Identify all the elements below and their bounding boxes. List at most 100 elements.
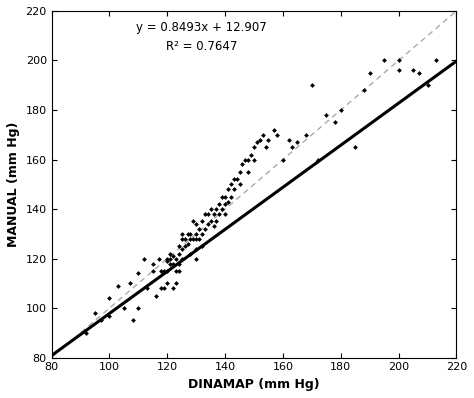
Point xyxy=(187,250,194,257)
Point xyxy=(169,253,177,259)
Point xyxy=(245,156,252,163)
Point xyxy=(195,226,203,232)
Point xyxy=(135,305,142,311)
Point xyxy=(314,156,321,163)
Point xyxy=(213,206,220,212)
Point xyxy=(250,144,258,150)
Point xyxy=(106,312,113,319)
Point xyxy=(360,87,368,94)
Point xyxy=(432,57,440,64)
Point xyxy=(178,230,185,237)
Point xyxy=(219,206,226,212)
Point xyxy=(164,268,171,274)
Point xyxy=(245,169,252,175)
Point xyxy=(91,310,99,316)
Point xyxy=(264,137,272,143)
Point xyxy=(216,201,223,207)
Point xyxy=(207,206,214,212)
Point xyxy=(253,139,261,145)
Point xyxy=(247,151,255,158)
Point xyxy=(302,132,310,138)
Point xyxy=(239,161,246,168)
Point xyxy=(395,67,402,74)
Point xyxy=(149,260,156,267)
Point xyxy=(230,176,237,183)
Point xyxy=(166,250,174,257)
Text: y = 0.8493x + 12.907
R² = 0.7647: y = 0.8493x + 12.907 R² = 0.7647 xyxy=(136,21,267,53)
Point xyxy=(198,243,206,250)
Point xyxy=(236,169,243,175)
Point xyxy=(192,221,200,227)
Point xyxy=(190,218,197,224)
Point xyxy=(256,137,264,143)
Point xyxy=(331,119,339,125)
Point xyxy=(221,201,229,207)
Point xyxy=(178,256,185,262)
Point xyxy=(190,236,197,242)
Point xyxy=(279,156,287,163)
Point xyxy=(187,236,194,242)
Point xyxy=(158,285,165,291)
Point xyxy=(224,199,232,205)
Point xyxy=(184,230,191,237)
Point xyxy=(273,132,281,138)
Point xyxy=(210,223,218,230)
Point xyxy=(181,243,189,250)
Point xyxy=(184,240,191,247)
Point xyxy=(366,70,374,76)
Point xyxy=(135,270,142,277)
Point xyxy=(351,144,359,150)
Point xyxy=(172,256,180,262)
Point xyxy=(175,250,182,257)
Point xyxy=(192,230,200,237)
Point xyxy=(230,186,237,192)
Point xyxy=(166,260,174,267)
Point xyxy=(242,156,249,163)
Point xyxy=(192,246,200,252)
Point xyxy=(213,218,220,224)
Point xyxy=(178,246,185,252)
Point xyxy=(126,280,134,287)
Point xyxy=(219,193,226,200)
Point xyxy=(175,260,182,267)
Point xyxy=(169,260,177,267)
Point xyxy=(250,156,258,163)
Point xyxy=(227,181,235,187)
Y-axis label: MANUAL (mm Hg): MANUAL (mm Hg) xyxy=(7,122,20,247)
Point xyxy=(337,107,345,113)
Point xyxy=(187,230,194,237)
Point xyxy=(161,268,168,274)
Point xyxy=(192,236,200,242)
Point xyxy=(195,236,203,242)
Point xyxy=(175,268,182,274)
Point xyxy=(82,330,90,336)
Point xyxy=(224,186,232,192)
Point xyxy=(395,57,402,64)
Point xyxy=(216,211,223,217)
Point xyxy=(172,268,180,274)
Point xyxy=(233,176,240,183)
Point xyxy=(166,256,174,262)
Point xyxy=(308,82,316,88)
Point xyxy=(114,283,122,289)
Point xyxy=(129,317,137,324)
Point xyxy=(149,268,156,274)
Point xyxy=(322,112,330,118)
Point xyxy=(164,280,171,287)
Point xyxy=(259,132,266,138)
Point xyxy=(201,211,209,217)
Point xyxy=(120,305,128,311)
Point xyxy=(140,256,148,262)
Point xyxy=(152,293,159,299)
Point xyxy=(285,137,292,143)
Point xyxy=(164,256,171,262)
Point xyxy=(155,256,163,262)
Point xyxy=(201,226,209,232)
Point xyxy=(175,243,182,250)
Point xyxy=(271,127,278,133)
Point xyxy=(161,285,168,291)
Point xyxy=(172,280,180,287)
Point xyxy=(207,218,214,224)
Point xyxy=(158,268,165,274)
Point xyxy=(169,285,177,291)
